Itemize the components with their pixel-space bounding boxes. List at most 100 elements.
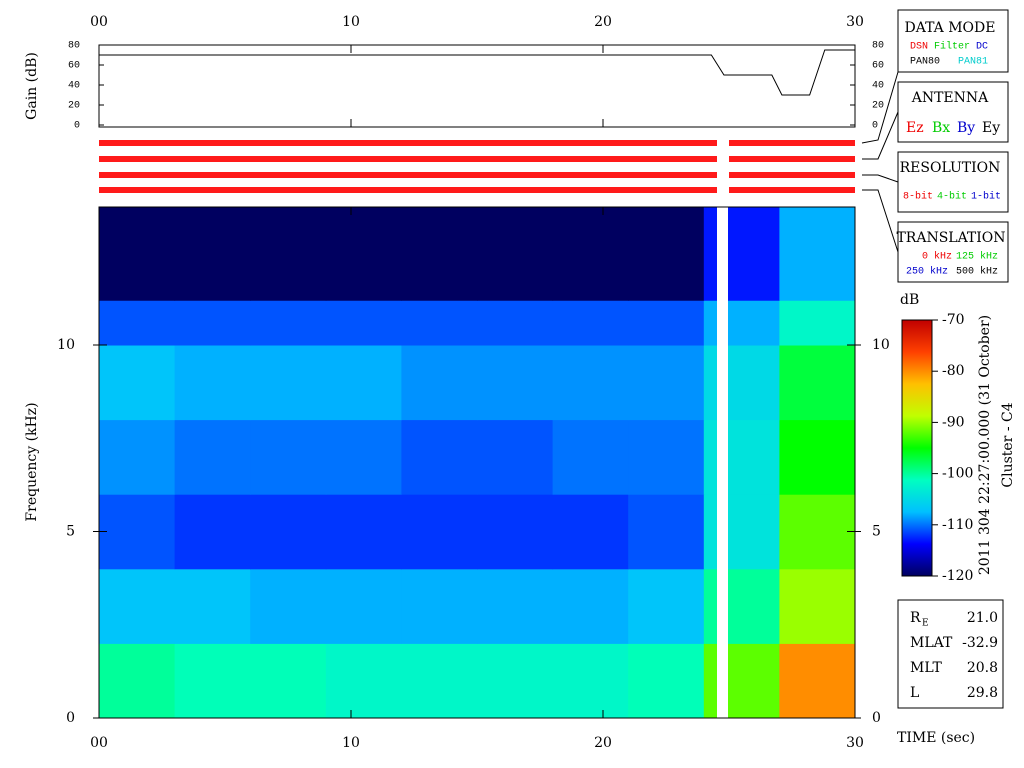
panel-title: RESOLUTION (900, 160, 1001, 176)
cell (477, 345, 554, 421)
cell (401, 568, 478, 644)
cell (628, 300, 705, 346)
cell (628, 419, 705, 495)
cell (174, 345, 251, 421)
cell (703, 345, 780, 421)
cell (779, 207, 855, 301)
cell (250, 494, 327, 570)
cell (401, 643, 478, 718)
x-label: TIME (sec) (897, 730, 975, 746)
spec-frame (98, 206, 856, 719)
x-tick-label: 30 (846, 735, 864, 751)
antenna-item: Ez (906, 120, 924, 136)
cell (401, 300, 478, 346)
mode-item: DSN (910, 42, 928, 53)
cell (477, 207, 554, 301)
mode-bars (99, 140, 855, 193)
cell (703, 494, 780, 570)
spacecraft: Cluster - C4 (1000, 402, 1016, 487)
info-box: R E 21.0 MLAT -32.9 MLT 20.8 L 29.8 (910, 610, 998, 701)
data-gap (717, 207, 728, 718)
res-item: 4-bit (937, 191, 967, 203)
cell (628, 207, 705, 301)
panel-title: DATA MODE (905, 20, 996, 36)
freq-label: Frequency (kHz) (24, 402, 40, 521)
cell (99, 494, 176, 570)
cell (703, 207, 780, 301)
info-label: L (910, 685, 919, 701)
cell (779, 494, 855, 570)
info-sub: E (922, 619, 929, 629)
x-tick-label: 30 (846, 14, 864, 30)
cell (779, 643, 855, 718)
mode-item: PAN81 (958, 57, 988, 68)
cell (250, 207, 327, 301)
y-tick-label: 80 (872, 41, 884, 52)
panel-title: ANTENNA (911, 90, 989, 106)
cell (99, 345, 176, 421)
cell (174, 494, 251, 570)
res-item: 1-bit (971, 191, 1001, 203)
res-item: 8-bit (903, 191, 933, 203)
y-tick-label: 20 (872, 101, 884, 112)
cell (628, 568, 705, 644)
cell (552, 207, 629, 301)
info-label: MLT (910, 660, 942, 676)
gain-line (99, 49, 855, 96)
y-tick-label: 20 (68, 101, 80, 112)
colorbar-tick-label: -70 (942, 312, 965, 328)
gain-label: Gain (dB) (24, 52, 40, 120)
x-tick-label: 10 (342, 14, 360, 30)
cell (401, 419, 478, 495)
info-value: -32.9 (962, 635, 998, 651)
cell (628, 345, 705, 421)
cell (552, 345, 629, 421)
antenna-item: By (957, 120, 975, 136)
info-label: MLAT (910, 635, 953, 651)
cell (703, 568, 780, 644)
panel-title: TRANSLATION (896, 230, 1005, 246)
x-tick-label: 00 (90, 735, 108, 751)
colorbar (901, 319, 933, 577)
gain-frame (98, 44, 856, 128)
cell (477, 568, 554, 644)
cell (174, 643, 251, 718)
cell (325, 419, 402, 495)
cell (250, 568, 327, 644)
cell (628, 643, 705, 718)
spectrogram (99, 207, 855, 718)
cell (628, 494, 705, 570)
y-tick-label: 5 (66, 524, 75, 540)
x-tick-label: 00 (90, 14, 108, 30)
cell (325, 207, 402, 301)
cell (99, 419, 176, 495)
y-tick-label: 5 (872, 524, 881, 540)
mode-item: Filter (934, 41, 970, 53)
x-tick-label: 10 (342, 735, 360, 751)
cell (325, 345, 402, 421)
cell (174, 207, 251, 301)
antenna-item: Ey (982, 120, 1000, 136)
y-tick-label: 40 (872, 81, 884, 92)
cell (325, 494, 402, 570)
info-label: R (910, 610, 921, 626)
cell (99, 300, 176, 346)
cell (779, 568, 855, 644)
trans-item: 250 kHz (906, 266, 948, 278)
cell (552, 568, 629, 644)
cell (779, 345, 855, 421)
cell (552, 643, 629, 718)
cell (325, 300, 402, 346)
antenna-item: Bx (932, 120, 950, 136)
cell (250, 643, 327, 718)
cell (779, 419, 855, 495)
cell (477, 494, 554, 570)
y-tick-label: 0 (872, 121, 878, 132)
caption: 2011 304 22:27:00.000 (31 October) (977, 315, 993, 575)
cell (99, 207, 176, 301)
info-value: 29.8 (967, 685, 998, 701)
cell (779, 300, 855, 346)
info-value: 21.0 (967, 610, 998, 626)
trans-item: 500 kHz (956, 266, 998, 278)
